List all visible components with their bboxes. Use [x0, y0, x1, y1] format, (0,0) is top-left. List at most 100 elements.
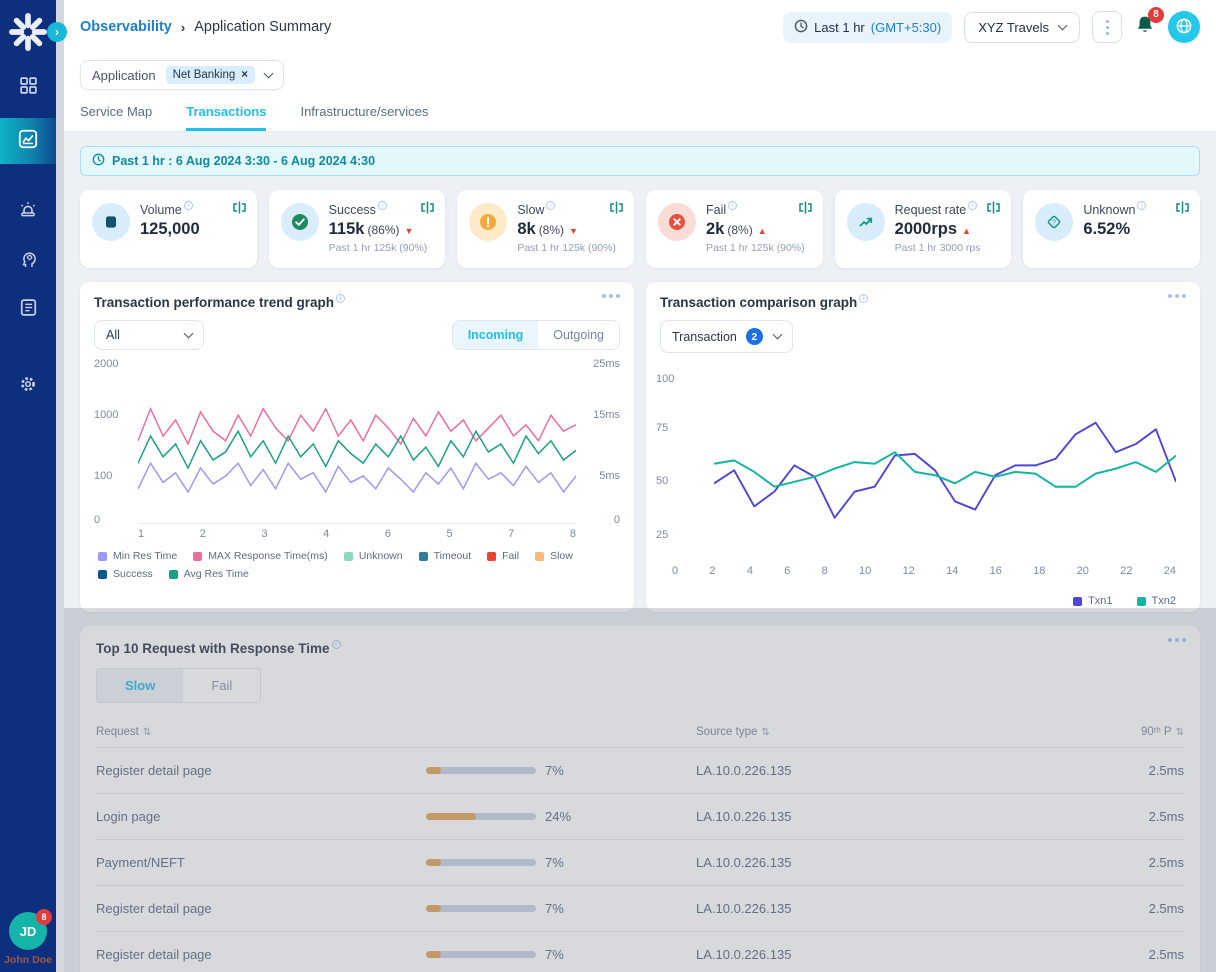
source-cell: LA.10.0.226.135 — [696, 901, 792, 916]
percent-cell: 7% — [426, 855, 696, 870]
grid-icon — [19, 76, 38, 100]
expand-icon[interactable] — [232, 201, 247, 219]
legend-swatch — [487, 551, 497, 561]
avatar[interactable]: JD 8 — [9, 909, 52, 950]
kpi-title: Request rate — [895, 201, 981, 217]
sidebar-item-settings[interactable] — [0, 368, 56, 404]
toggle-outgoing[interactable]: Outgoing — [538, 321, 619, 349]
svg-text:?: ? — [1052, 219, 1056, 226]
check-icon — [280, 203, 319, 241]
trend-bars — [138, 364, 576, 524]
table-tab-fail[interactable]: Fail — [183, 669, 261, 702]
legend-swatch — [193, 551, 203, 561]
kpi-row: Volume 125,000 Success 115k(86%) ▼ Past 1 hr … — [80, 190, 1200, 268]
kpi-title: Volume — [140, 201, 200, 217]
x-tick: 1 — [138, 528, 145, 540]
column-header-p90[interactable]: 90ᵗʰ P ⇅ — [1141, 726, 1184, 738]
sidebar-user[interactable]: JD 8 John Doe — [0, 909, 56, 966]
tab-infrastructure-services[interactable]: Infrastructure/services — [300, 104, 429, 119]
request-cell: Login page — [96, 809, 161, 824]
table-row[interactable]: Register detail page 7% LA.10.0.226.135 2.5… — [96, 931, 1184, 972]
sidebar-item-ai[interactable] — [0, 244, 56, 280]
expand-icon[interactable] — [1175, 201, 1190, 219]
breadcrumb-root[interactable]: Observability — [80, 19, 172, 35]
table-header: Request ⇅ Source type ⇅ 90ᵗʰ P ⇅ — [96, 717, 1184, 747]
org-selector[interactable]: XYZ Travels — [964, 11, 1080, 43]
fail-icon — [658, 203, 696, 241]
time-range-label: Last 1 hr — [814, 19, 865, 35]
expand-icon[interactable] — [420, 201, 435, 219]
card-menu-icon[interactable] — [1168, 294, 1186, 298]
table-row[interactable]: Register detail page 7% LA.10.0.226.135 2.5… — [96, 885, 1184, 931]
time-range-selector[interactable]: Last 1 hr (GMT+5:30) — [783, 11, 953, 43]
expand-icon[interactable] — [609, 201, 624, 219]
kpi-body: Fail 2k(8%) ▲ Past 1 hr 125k (90%) — [706, 201, 805, 257]
direction-toggle: Incoming Outgoing — [451, 320, 620, 350]
x-tick: 22 — [1120, 565, 1133, 577]
sidebar-item-alerts[interactable] — [0, 194, 56, 230]
scrollbar-track[interactable] — [56, 0, 64, 972]
notifications-button[interactable]: 8 — [1134, 6, 1164, 41]
column-header-request[interactable]: Request ⇅ — [96, 726, 152, 738]
table-row[interactable]: Payment/NEFT 7% LA.10.0.226.135 2.5ms — [96, 839, 1184, 885]
x-tick: 4 — [323, 528, 330, 540]
user-name: John Doe — [4, 954, 52, 966]
card-menu-icon[interactable] — [1168, 638, 1186, 642]
request-cell: Register detail page — [96, 763, 212, 778]
card-menu-icon[interactable] — [602, 294, 620, 298]
chip-label: Net Banking — [172, 69, 236, 81]
sort-icon: ⇅ — [761, 727, 770, 738]
sidebar-item-reports[interactable] — [0, 292, 56, 328]
chevron-down-icon[interactable] — [263, 68, 274, 78]
x-tick: 2 — [199, 528, 206, 540]
x-tick: 3 — [261, 528, 268, 540]
kpi-body: Success 115k(86%) ▼ Past 1 hr 125k (90%) — [329, 201, 427, 257]
trend-filter-dropdown[interactable]: All — [94, 320, 204, 350]
legend-swatch — [1073, 596, 1083, 606]
legend-swatch — [535, 551, 545, 561]
x-tick: 0 — [672, 565, 679, 577]
trend-left-axis: 2000 1000 100 0 — [94, 358, 119, 527]
x-tick: 24 — [1163, 565, 1176, 577]
tab-service-map[interactable]: Service Map — [80, 104, 153, 119]
trend-filter-value: All — [106, 328, 120, 342]
expand-icon[interactable] — [986, 201, 1001, 219]
expand-icon[interactable] — [798, 201, 813, 219]
kpi-percent: (8%) — [538, 223, 565, 237]
toggle-incoming[interactable]: Incoming — [452, 321, 539, 349]
x-tick: 20 — [1076, 565, 1089, 577]
kpi-card-slow: Slow 8k(8%) ▼ Past 1 hr 125k (90%) — [457, 190, 634, 268]
percent-label: 24% — [545, 809, 572, 824]
progress-track — [426, 813, 536, 820]
legend-swatch — [98, 551, 107, 561]
sidebar-item-analytics[interactable] — [0, 118, 56, 164]
x-tick: 12 — [902, 565, 915, 577]
progress-track — [426, 905, 536, 912]
tab-transactions[interactable]: Transactions — [186, 104, 267, 131]
sidebar-item-dashboard[interactable] — [0, 70, 56, 106]
chip-close-icon[interactable]: × — [241, 69, 248, 81]
table-tab-slow[interactable]: Slow — [97, 669, 184, 702]
info-icon — [331, 640, 341, 649]
table-row[interactable]: Register detail page 7% LA.10.0.226.135 2.5… — [96, 747, 1184, 793]
transaction-dropdown[interactable]: Transaction 2 — [660, 320, 793, 353]
kpi-title: Fail — [706, 201, 805, 217]
trend-chart-plot: 2000 1000 100 0 25ms 15ms 5ms 0 — [94, 358, 620, 526]
application-filter[interactable]: Application Net Banking × — [80, 60, 284, 90]
kpi-body: Slow 8k(8%) ▼ Past 1 hr 125k (90%) — [517, 201, 616, 257]
notification-badge: 8 — [1148, 6, 1164, 23]
transaction-count-badge: 2 — [745, 328, 763, 345]
x-tick: 10 — [859, 565, 872, 577]
kebab-menu-button[interactable] — [1092, 11, 1122, 43]
chevron-down-icon — [1057, 20, 1068, 30]
progress-fill — [426, 905, 441, 912]
table-row[interactable]: Login page 24% LA.10.0.226.135 2.5ms — [96, 793, 1184, 839]
kpi-body: Volume 125,000 — [140, 201, 200, 257]
column-header-source-type[interactable]: Source type ⇅ — [696, 726, 770, 738]
globe-button[interactable] — [1168, 11, 1200, 43]
filter-chip-net-banking[interactable]: Net Banking × — [165, 66, 255, 84]
sidebar-expand-button[interactable]: › — [47, 22, 67, 42]
p90-cell: 2.5ms — [1148, 763, 1184, 778]
kpi-value: 2k — [706, 220, 725, 238]
trend-down-icon: ▼ — [569, 226, 578, 236]
